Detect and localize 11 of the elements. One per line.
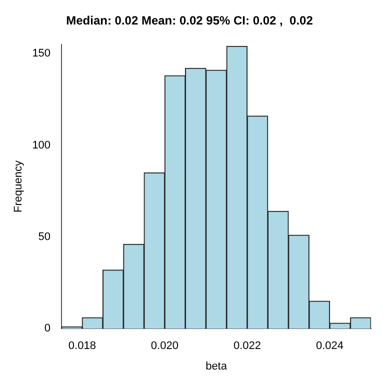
x-axis-title: beta bbox=[206, 360, 228, 372]
y-axis-title: Frequency bbox=[12, 160, 25, 212]
x-tick-label: 0.022 bbox=[233, 340, 261, 352]
x-tick-label: 0.018 bbox=[68, 340, 96, 352]
y-tick-label: 150 bbox=[32, 48, 51, 60]
x-tick-label: 0.020 bbox=[150, 340, 178, 352]
y-tick-label: 100 bbox=[32, 139, 51, 152]
chart-title: Median: 0.02 Mean: 0.02 95% CI: 0.02 , 0.02 bbox=[66, 14, 314, 28]
y-tick-label: 50 bbox=[38, 230, 51, 243]
x-tick-label: 0.024 bbox=[316, 340, 344, 352]
y-tick-label: 0 bbox=[44, 322, 51, 335]
